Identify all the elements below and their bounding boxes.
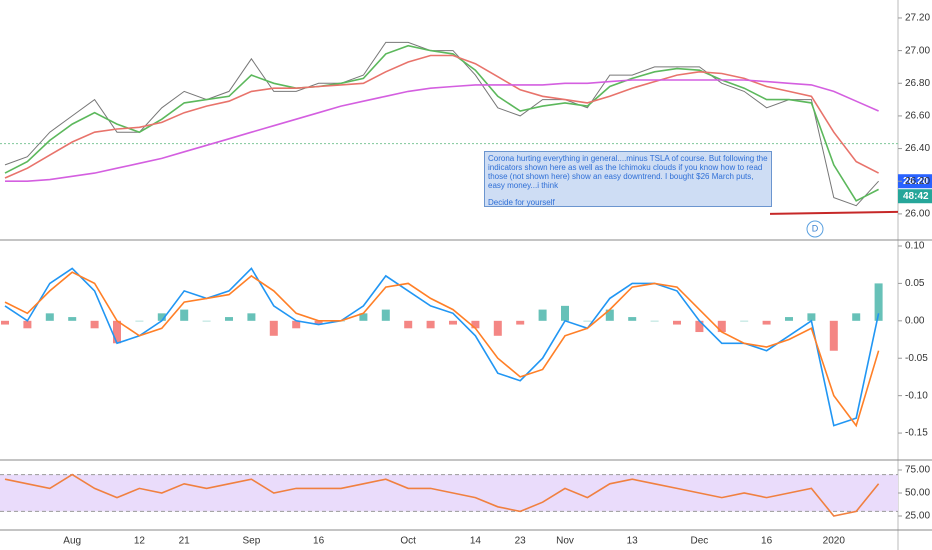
x-tick-label: 23	[515, 536, 527, 547]
histogram-bar	[225, 317, 233, 321]
histogram-bar	[45, 313, 54, 321]
y-tick-label: 25.00	[905, 511, 930, 522]
histogram-bar	[740, 320, 749, 322]
series-line	[4, 41, 879, 207]
histogram-bar	[359, 313, 368, 321]
histogram-bar	[874, 283, 883, 321]
series-line	[4, 271, 880, 428]
histogram-bar	[650, 320, 659, 322]
histogram-bar	[426, 320, 435, 329]
histogram-bar	[135, 320, 144, 322]
y-tick-label: 26.00	[905, 209, 930, 220]
price-badge-label: 26.20	[903, 176, 928, 187]
event-marker[interactable]	[806, 220, 824, 238]
histogram-bar	[1, 320, 9, 325]
x-tick-label: Oct	[400, 536, 416, 547]
event-marker-label: D	[812, 223, 819, 233]
histogram-bar	[292, 320, 301, 329]
y-tick-label: 75.00	[905, 465, 930, 476]
histogram-bar	[561, 305, 569, 321]
price-badge	[898, 174, 932, 189]
annotation: Corona hurting everything in general....…	[484, 151, 772, 207]
y-tick-label: 0.00	[905, 315, 925, 326]
histogram-bar	[314, 320, 323, 325]
y-tick-label: 26.20	[905, 176, 930, 187]
y-tick-label: 27.20	[905, 13, 930, 24]
histogram-bar	[90, 320, 99, 329]
x-tick-label: 16	[313, 536, 325, 547]
histogram-bar	[449, 320, 457, 325]
histogram-bar	[180, 309, 189, 321]
y-tick-label: 26.80	[905, 78, 930, 89]
y-tick-label: 0.10	[905, 241, 925, 252]
x-tick-label: 2020	[823, 536, 846, 547]
histogram-bar	[583, 320, 592, 322]
histogram-bar	[829, 320, 838, 351]
histogram-bar	[605, 309, 614, 321]
histogram-bar	[717, 320, 726, 333]
histogram-bar	[852, 313, 861, 321]
y-tick-label: -0.10	[905, 390, 928, 401]
y-tick-label: -0.05	[905, 353, 928, 364]
y-tick-label: -0.15	[905, 428, 928, 439]
rsi-band	[0, 474, 898, 512]
histogram-bar	[695, 320, 704, 333]
y-tick-label: 26.40	[905, 143, 930, 154]
histogram-bar	[516, 320, 525, 325]
x-tick-label: Sep	[243, 536, 261, 547]
histogram-bar	[673, 320, 681, 325]
y-tick-label: 27.00	[905, 45, 930, 56]
histogram-bar	[157, 313, 166, 321]
x-tick-label: Aug	[63, 536, 81, 547]
x-tick-label: 12	[134, 536, 146, 547]
y-tick-label: 26.60	[905, 111, 930, 122]
histogram-bar	[762, 320, 771, 325]
x-tick-label: Nov	[556, 536, 574, 547]
histogram-bar	[247, 313, 256, 321]
series-line	[5, 79, 879, 182]
histogram-bar	[493, 320, 502, 336]
histogram-bar	[202, 320, 211, 322]
series-line	[4, 54, 879, 179]
x-tick-label: 13	[627, 536, 639, 547]
x-tick-label: 16	[761, 536, 773, 547]
support-line	[769, 210, 899, 215]
series-line	[4, 44, 879, 202]
histogram-bar	[785, 317, 793, 321]
histogram-bar	[68, 317, 77, 321]
countdown-label: 48:42	[903, 191, 929, 202]
histogram-bar	[628, 317, 637, 321]
annotation-text: Corona hurting everything in general....…	[488, 154, 768, 190]
histogram-bar	[113, 320, 121, 344]
y-tick-label: 0.05	[905, 278, 925, 289]
histogram-bar	[404, 320, 413, 329]
countdown-badge	[898, 189, 932, 204]
series-line	[4, 473, 880, 517]
histogram-bar	[269, 320, 278, 336]
annotation-text: Decide for yourself	[488, 198, 555, 207]
series-line	[4, 267, 880, 427]
histogram-bar	[381, 309, 390, 321]
histogram-bar	[471, 320, 480, 329]
histogram-bar	[23, 320, 32, 329]
histogram-bar	[807, 313, 816, 321]
x-tick-label: 21	[179, 536, 191, 547]
x-tick-label: 14	[470, 536, 482, 547]
histogram-bar	[538, 309, 547, 321]
x-tick-label: Dec	[691, 536, 709, 547]
y-tick-label: 50.00	[905, 488, 930, 499]
